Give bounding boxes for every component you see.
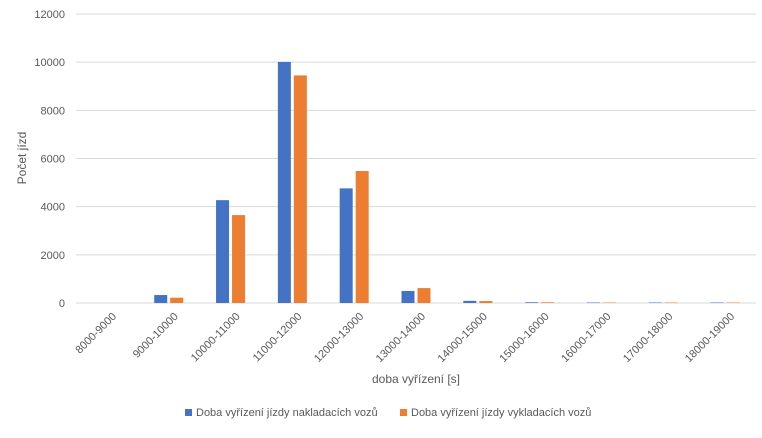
bar-series-1-14000-15000	[463, 301, 476, 303]
y-tick-label: 2000	[41, 250, 65, 262]
y-tick-label: 6000	[41, 154, 65, 166]
x-tick-label: 17000-18000	[621, 311, 675, 365]
legend-label-2: Doba vyřízení jízdy vykladacích vozů	[411, 407, 591, 419]
legend-swatch-1	[185, 409, 192, 416]
gridlines	[76, 14, 756, 303]
x-tick-label: 15000-16000	[497, 311, 551, 365]
y-tick-label: 8000	[41, 105, 65, 117]
bar-series-2-12000-13000	[356, 171, 369, 303]
bar-series-2-13000-14000	[418, 288, 431, 303]
legend-swatch-2	[400, 409, 407, 416]
x-tick-label: 8000-9000	[73, 311, 119, 357]
x-tick-label: 13000-14000	[374, 311, 428, 365]
legend-label-1: Doba vyřízení jízdy nakladacích vozů	[196, 407, 378, 419]
bar-series-1-9000-10000	[154, 295, 167, 303]
x-tick-label: 14000-15000	[436, 311, 490, 365]
bar-series-2-14000-15000	[479, 301, 492, 303]
y-tick-label: 10000	[34, 57, 65, 69]
x-axis-title: doba vyřízení [s]	[372, 372, 460, 386]
x-tick-label: 10000-11000	[189, 311, 243, 365]
y-tick-label: 4000	[41, 202, 65, 214]
bar-series-2-10000-11000	[232, 215, 245, 303]
legend: Doba vyřízení jízdy nakladacích vozů Doba…	[185, 407, 591, 419]
x-tick-label: 18000-19000	[683, 311, 737, 365]
bars	[154, 62, 739, 303]
x-tick-label: 11000-12000	[251, 311, 305, 365]
y-axis-title: Počet jízd	[15, 132, 29, 185]
bar-series-2-11000-12000	[294, 75, 307, 303]
x-tick-label: 16000-17000	[559, 311, 613, 365]
y-tick-label: 12000	[34, 9, 65, 21]
bar-series-1-10000-11000	[216, 200, 229, 303]
x-tick-label: 9000-10000	[131, 311, 181, 361]
x-tick-label: 12000-13000	[312, 311, 366, 365]
bar-series-1-11000-12000	[278, 62, 291, 303]
bar-series-2-15000-16000	[541, 302, 554, 303]
bar-series-1-12000-13000	[340, 188, 353, 303]
y-tick-label: 0	[59, 298, 65, 310]
bar-series-2-9000-10000	[170, 298, 183, 303]
bar-series-1-13000-14000	[402, 291, 415, 303]
bar-series-1-15000-16000	[525, 302, 538, 303]
y-axis-ticks: 0 2000 4000 6000 8000 10000 12000	[34, 9, 65, 310]
